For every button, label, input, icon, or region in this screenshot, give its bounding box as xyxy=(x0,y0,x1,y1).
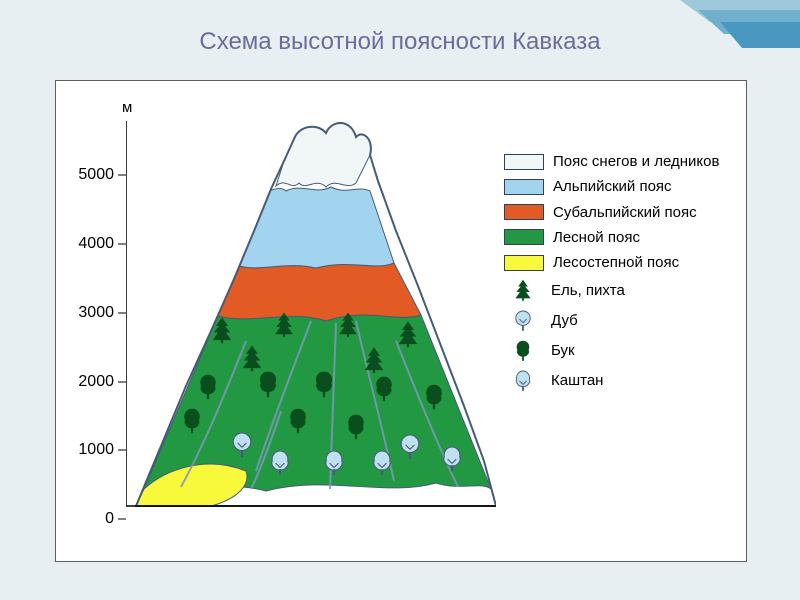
diagram-panel: м 500040003000200010000 xyxy=(55,80,747,562)
legend-zone-row: Пояс снегов и ледников xyxy=(504,153,724,170)
legend-swatch xyxy=(504,204,544,220)
legend-label: Пояс снегов и ледников xyxy=(553,153,719,170)
legend-zone-row: Лесной пояс xyxy=(504,229,724,246)
legend-label: Ель, пихта xyxy=(551,282,625,299)
page-title: Схема высотной поясности Кавказа xyxy=(199,28,600,55)
legend-swatch xyxy=(504,154,544,170)
y-tick-mark xyxy=(118,450,126,451)
legend-tree-row: Каштан xyxy=(504,369,724,391)
y-tick-label: 1000 xyxy=(70,441,114,459)
legend-label: Альпийский пояс xyxy=(553,178,672,195)
legend: Пояс снегов и ледников Альпийский пояс С… xyxy=(504,153,724,399)
y-tick-label: 3000 xyxy=(70,304,114,322)
y-tick-mark xyxy=(118,312,126,313)
legend-swatch xyxy=(504,179,544,195)
title-bar: Схема высотной поясности Кавказа xyxy=(60,28,740,56)
legend-zone-row: Субальпийский пояс xyxy=(504,204,724,221)
legend-tree-row: Дуб xyxy=(504,309,724,331)
y-tick-mark xyxy=(118,244,126,245)
spruce-icon xyxy=(504,279,542,301)
y-tick-label: 4000 xyxy=(70,235,114,253)
beech-icon xyxy=(504,339,542,361)
y-tick-label: 5000 xyxy=(70,166,114,184)
legend-zone-row: Альпийский пояс xyxy=(504,178,724,195)
legend-swatch xyxy=(504,255,544,271)
mountain-diagram xyxy=(126,111,496,531)
legend-swatch xyxy=(504,229,544,245)
y-tick-label: 0 xyxy=(70,510,114,528)
y-tick-label: 2000 xyxy=(70,373,114,391)
legend-label: Лесной пояс xyxy=(553,229,640,246)
slide: Схема высотной поясности Кавказа м 50004… xyxy=(0,0,800,600)
legend-label: Бук xyxy=(551,342,575,359)
y-tick-mark xyxy=(118,381,126,382)
legend-tree-row: Бук xyxy=(504,339,724,361)
legend-label: Каштан xyxy=(551,372,603,389)
chestnut-icon xyxy=(504,369,542,391)
legend-label: Лесостепной пояс xyxy=(553,254,679,271)
y-tick-mark xyxy=(118,175,126,176)
oak-icon xyxy=(504,309,542,331)
legend-tree-row: Ель, пихта xyxy=(504,279,724,301)
y-tick-mark xyxy=(118,519,126,520)
legend-zone-row: Лесостепной пояс xyxy=(504,254,724,271)
legend-label: Субальпийский пояс xyxy=(553,204,697,221)
legend-label: Дуб xyxy=(551,312,578,329)
